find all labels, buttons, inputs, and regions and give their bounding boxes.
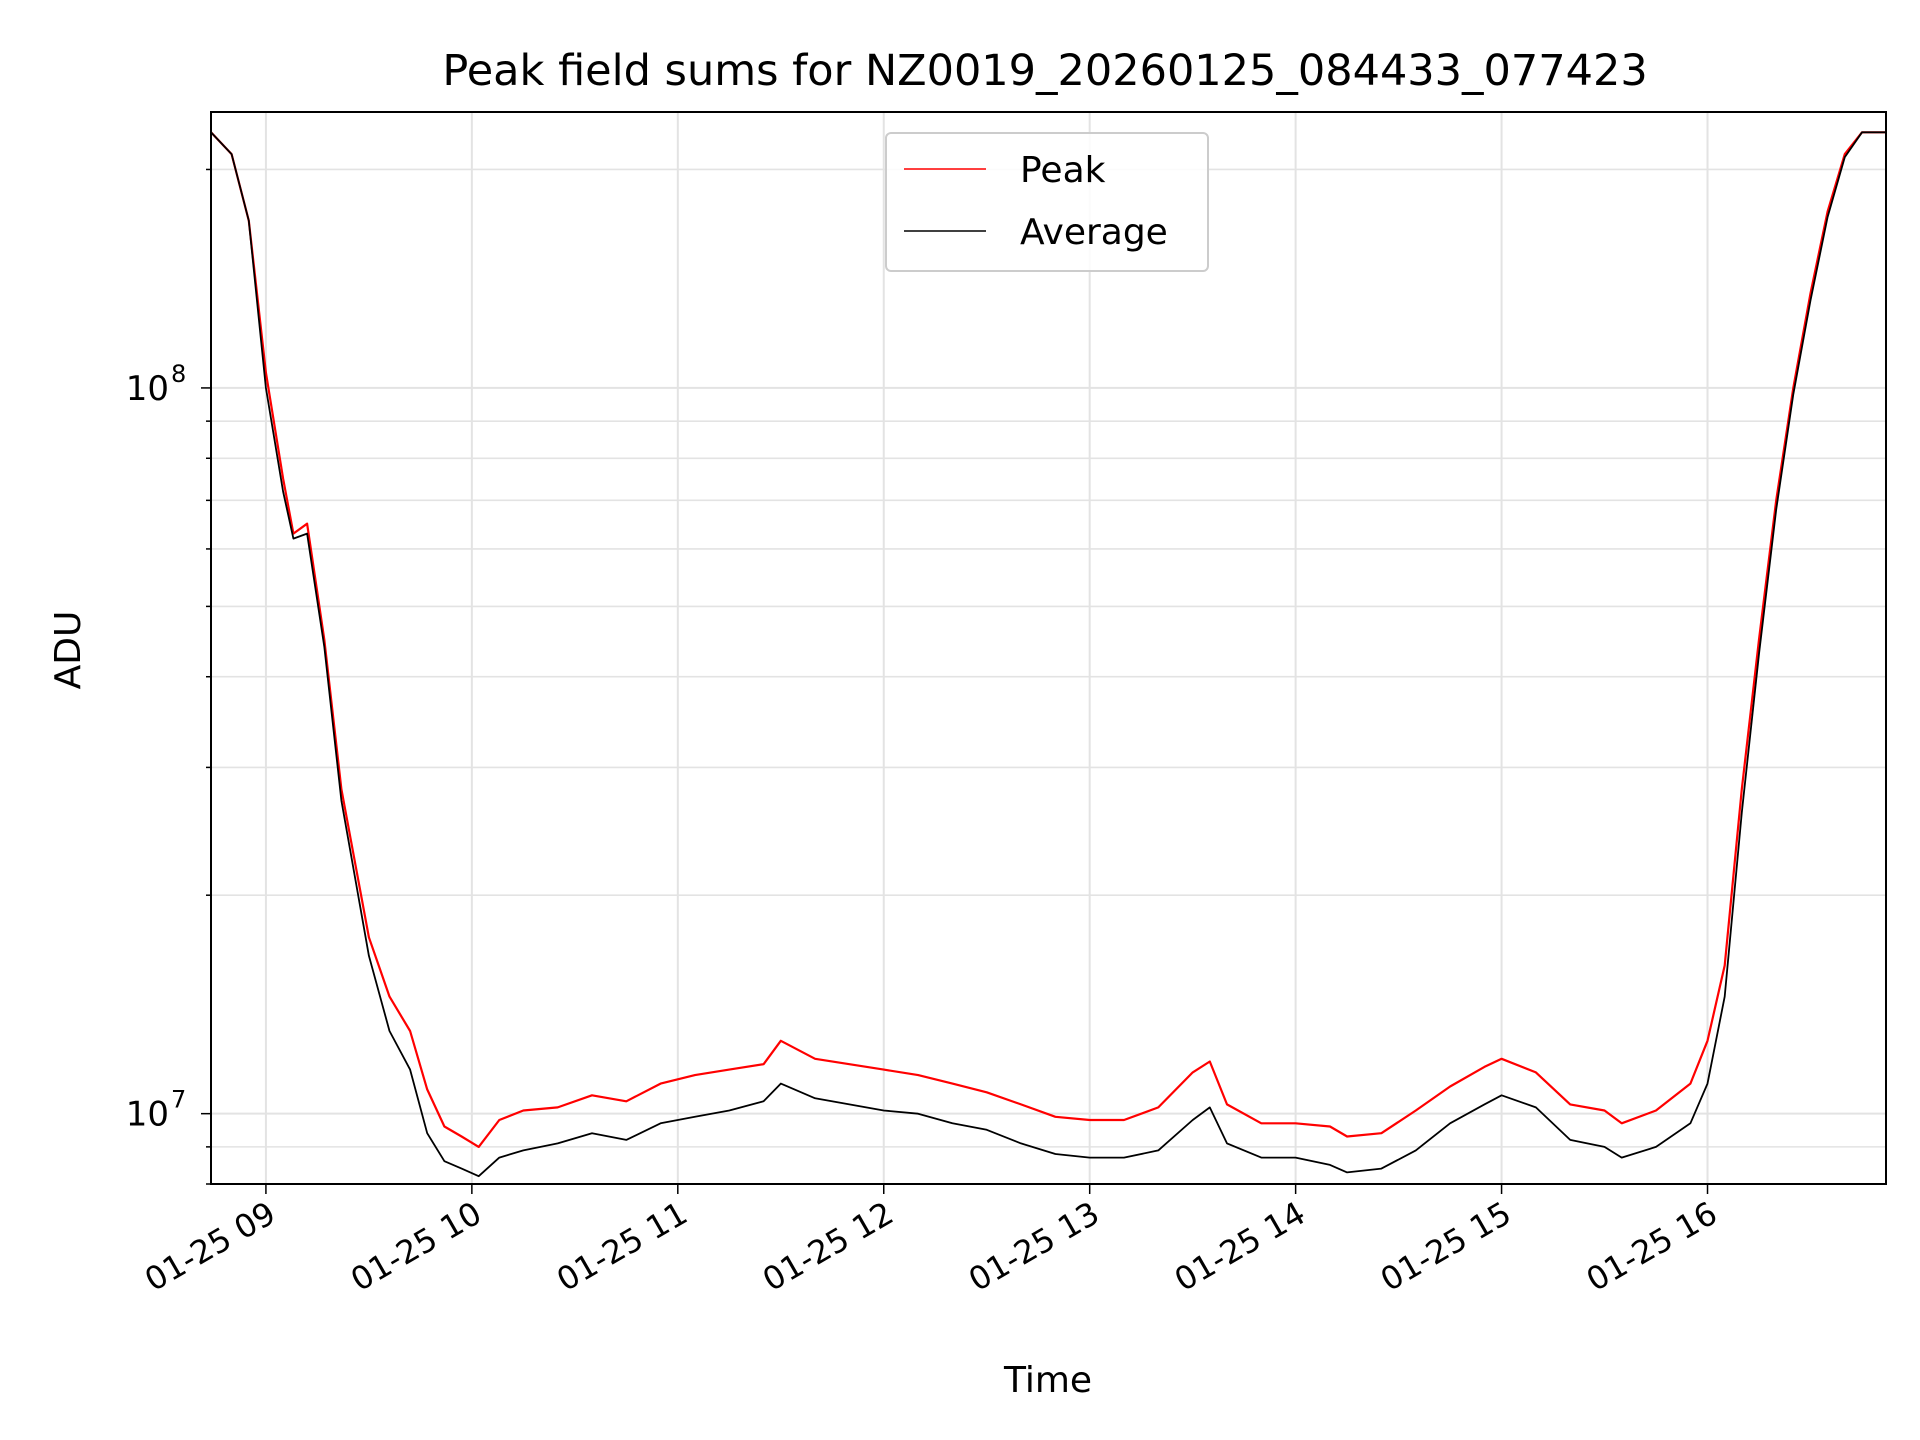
legend-label-average: Average <box>1020 212 1168 253</box>
y-axis-label: ADU <box>48 611 89 690</box>
series-line-peak <box>211 131 1886 1149</box>
grid-lines <box>211 112 1886 1185</box>
y-tick-label: 10 <box>126 369 169 409</box>
x-axis-label: Time <box>1003 1360 1092 1401</box>
legend-box <box>885 132 1209 272</box>
series-lines <box>211 131 1886 1178</box>
plot-frame <box>210 111 1887 1185</box>
y-tick-label-exponent: 7 <box>171 1086 186 1114</box>
y-tick-label: 10 <box>126 1095 169 1135</box>
chart-title: Peak field sums for NZ0019_20260125_0844… <box>442 46 1647 96</box>
y-tick-label-exponent: 8 <box>171 360 186 388</box>
legend-label-peak: Peak <box>1020 150 1106 191</box>
series-line-average <box>211 131 1886 1178</box>
legend: Peak Average <box>885 132 1209 272</box>
